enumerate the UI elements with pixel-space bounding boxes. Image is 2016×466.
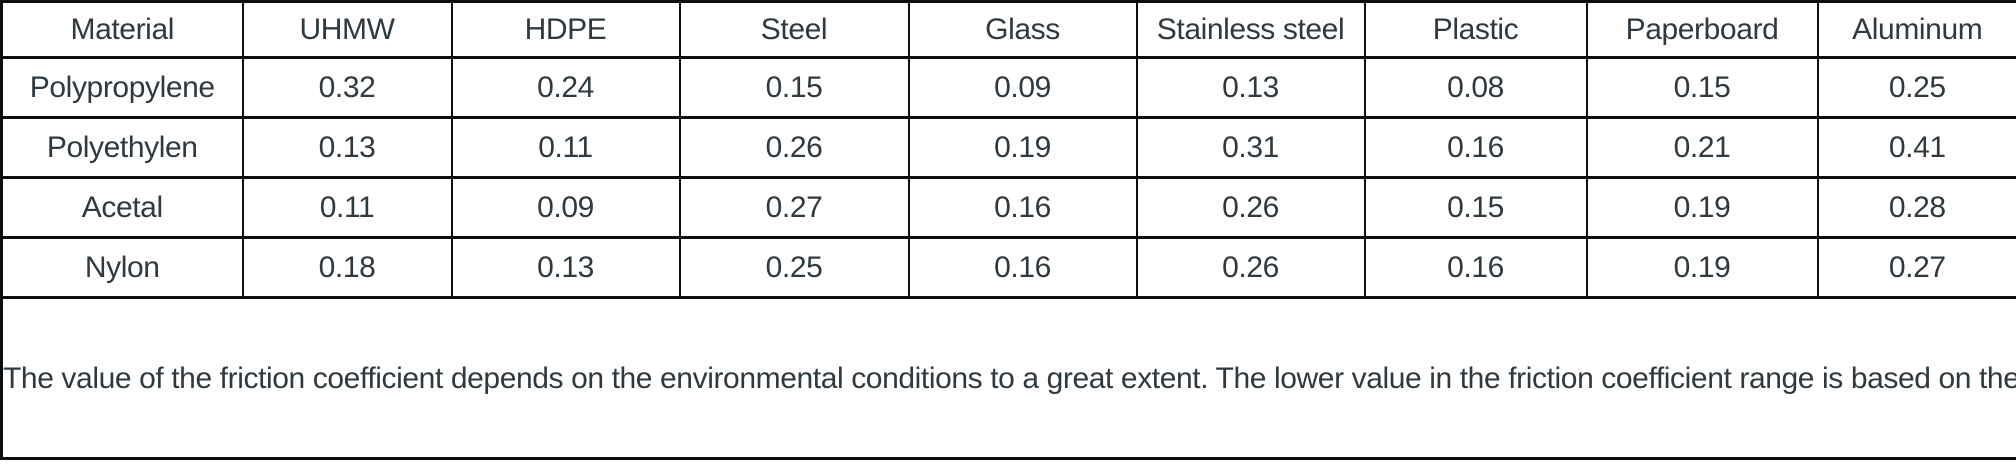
value-cell: 0.31 bbox=[1135, 116, 1366, 179]
header-cell-stainless-steel: Stainless steel bbox=[1135, 0, 1366, 59]
value-cell: 0.13 bbox=[1135, 56, 1366, 119]
table-row-polypropylene: Polypropylene 0.32 0.24 0.15 0.09 0.13 0… bbox=[0, 56, 2016, 119]
table-row-nylon: Nylon 0.18 0.13 0.25 0.16 0.26 0.16 0.19… bbox=[0, 236, 2016, 299]
value-cell: 0.13 bbox=[241, 116, 453, 179]
table-row-acetal: Acetal 0.11 0.09 0.27 0.16 0.26 0.15 0.1… bbox=[0, 176, 2016, 239]
table-note: The value of the friction coefficient de… bbox=[0, 296, 2016, 460]
value-cell: 0.13 bbox=[450, 236, 681, 299]
value-cell: 0.08 bbox=[1363, 56, 1588, 119]
value-cell: 0.16 bbox=[1363, 236, 1588, 299]
value-cell: 0.21 bbox=[1585, 116, 1819, 179]
header-cell-plastic: Plastic bbox=[1363, 0, 1588, 59]
value-cell: 0.28 bbox=[1816, 176, 2016, 239]
value-cell: 0.19 bbox=[907, 116, 1138, 179]
value-cell: 0.15 bbox=[678, 56, 910, 119]
value-cell: 0.26 bbox=[1135, 176, 1366, 239]
header-cell-hdpe: HDPE bbox=[450, 0, 681, 59]
value-cell: 0.26 bbox=[1135, 236, 1366, 299]
material-cell: Polyethylen bbox=[0, 116, 244, 179]
value-cell: 0.27 bbox=[1816, 236, 2016, 299]
value-cell: 0.18 bbox=[241, 236, 453, 299]
material-cell: Acetal bbox=[0, 176, 244, 239]
header-cell-glass: Glass bbox=[907, 0, 1138, 59]
value-cell: 0.32 bbox=[241, 56, 453, 119]
value-cell: 0.16 bbox=[1363, 116, 1588, 179]
material-cell: Polypropylene bbox=[0, 56, 244, 119]
value-cell: 0.09 bbox=[907, 56, 1138, 119]
header-cell-paperboard: Paperboard bbox=[1585, 0, 1819, 59]
value-cell: 0.27 bbox=[678, 176, 910, 239]
header-cell-steel: Steel bbox=[678, 0, 910, 59]
table-header-row: Material UHMW HDPE Steel Glass Stainless… bbox=[0, 0, 2016, 59]
value-cell: 0.11 bbox=[450, 116, 681, 179]
value-cell: 0.19 bbox=[1585, 176, 1819, 239]
header-cell-aluminum: Aluminum bbox=[1816, 0, 2016, 59]
header-cell-uhmw: UHMW bbox=[241, 0, 453, 59]
value-cell: 0.09 bbox=[450, 176, 681, 239]
value-cell: 0.25 bbox=[1816, 56, 2016, 119]
value-cell: 0.11 bbox=[241, 176, 453, 239]
table-row-polyethylen: Polyethylen 0.13 0.11 0.26 0.19 0.31 0.1… bbox=[0, 116, 2016, 179]
value-cell: 0.15 bbox=[1363, 176, 1588, 239]
value-cell: 0.19 bbox=[1585, 236, 1819, 299]
value-cell: 0.15 bbox=[1585, 56, 1819, 119]
table-note-row: The value of the friction coefficient de… bbox=[0, 296, 2016, 460]
value-cell: 0.41 bbox=[1816, 116, 2016, 179]
value-cell: 0.25 bbox=[678, 236, 910, 299]
header-cell-material: Material bbox=[0, 0, 244, 59]
value-cell: 0.26 bbox=[678, 116, 910, 179]
value-cell: 0.16 bbox=[907, 236, 1138, 299]
value-cell: 0.16 bbox=[907, 176, 1138, 239]
material-cell: Nylon bbox=[0, 236, 244, 299]
value-cell: 0.24 bbox=[450, 56, 681, 119]
